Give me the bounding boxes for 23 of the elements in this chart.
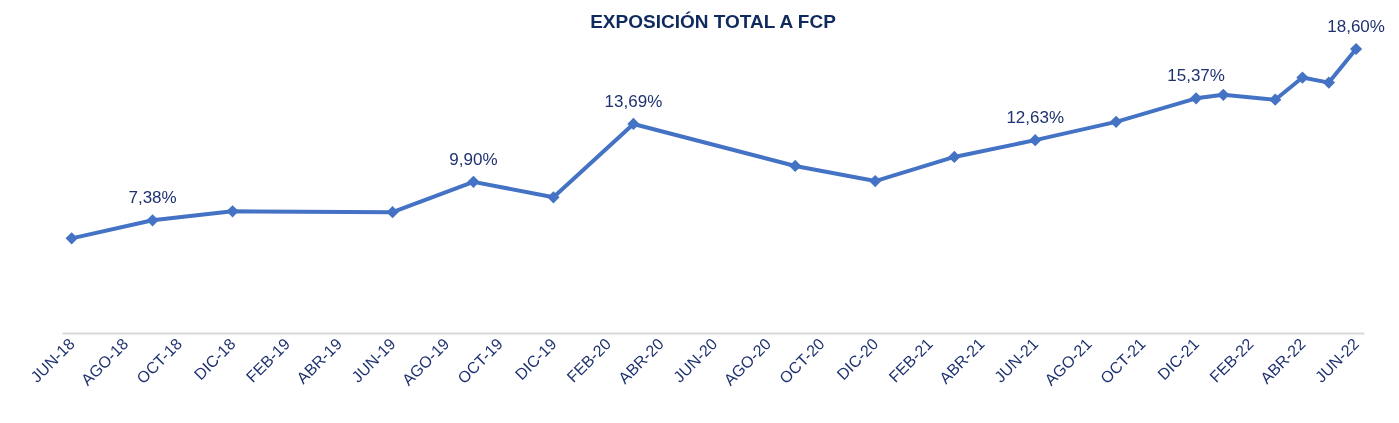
- point: [1029, 134, 1042, 147]
- point: [948, 150, 961, 164]
- point: [1217, 88, 1230, 101]
- data-label: 18,60%: [1327, 17, 1385, 36]
- point: [146, 214, 159, 227]
- point: [1322, 76, 1335, 89]
- data-label: 9,90%: [449, 149, 498, 169]
- point: [467, 175, 480, 188]
- data-label: 15,37%: [1167, 66, 1225, 86]
- point: [869, 174, 882, 188]
- point: [1109, 115, 1123, 128]
- data-label: 13,69%: [604, 91, 663, 111]
- point: [1189, 92, 1203, 105]
- data-label: 12,63%: [1006, 108, 1065, 128]
- chart-title: EXPOSICIÓN TOTAL A FCP: [590, 11, 837, 32]
- point: [1296, 71, 1309, 84]
- point: [627, 117, 640, 131]
- point: [789, 159, 802, 173]
- point: [1349, 42, 1363, 56]
- point: [547, 191, 560, 204]
- point: [65, 232, 78, 245]
- data-label: 7,38%: [128, 188, 177, 208]
- point: [1269, 93, 1282, 106]
